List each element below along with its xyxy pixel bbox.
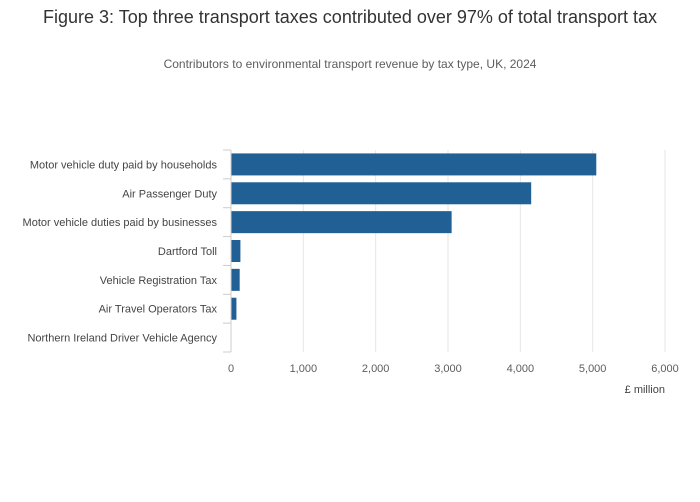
- category-label: Vehicle Registration Tax: [100, 275, 218, 287]
- chart-subtitle: Contributors to environmental transport …: [163, 57, 537, 71]
- category-label: Motor vehicle duties paid by businesses: [23, 217, 218, 229]
- y-axis: [223, 149, 232, 353]
- bar[interactable]: [231, 211, 452, 234]
- x-tick-label: 0: [228, 363, 234, 375]
- bar[interactable]: [231, 182, 532, 205]
- x-tick-label: 4,000: [507, 363, 535, 375]
- x-axis-title: £ million: [625, 384, 665, 396]
- category-labels: Motor vehicle duty paid by households Air…: [23, 159, 218, 344]
- bar[interactable]: [231, 153, 597, 176]
- x-tick-label: 1,000: [290, 363, 318, 375]
- category-label: Air Travel Operators Tax: [99, 304, 218, 316]
- bar[interactable]: [231, 297, 237, 320]
- x-tick-label: 2,000: [362, 363, 390, 375]
- x-tick-label: 6,000: [651, 363, 679, 375]
- bar[interactable]: [231, 240, 241, 262]
- category-label: Motor vehicle duty paid by households: [30, 159, 218, 171]
- category-label: Northern Ireland Driver Vehicle Agency: [27, 333, 217, 345]
- x-tick-labels: 0 1,000 2,000 3,000 4,000 5,000 6,000: [228, 363, 679, 375]
- chart-title: Figure 3: Top three transport taxes cont…: [42, 7, 657, 27]
- bars: [231, 153, 597, 349]
- x-tick-label: 5,000: [579, 363, 607, 375]
- x-tick-label: 3,000: [434, 363, 462, 375]
- category-label: Dartford Toll: [158, 246, 217, 258]
- category-label: Air Passenger Duty: [122, 188, 217, 200]
- bar[interactable]: [231, 268, 240, 291]
- gridlines: [302, 150, 666, 352]
